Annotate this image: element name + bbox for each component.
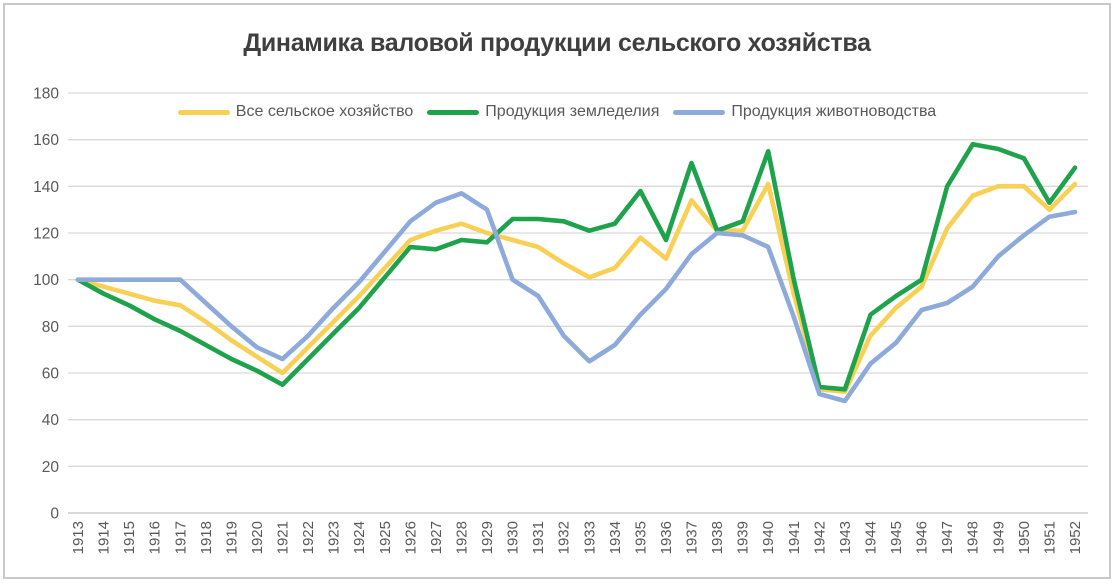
x-tick-label: 1937: [684, 521, 701, 554]
gridlines: [68, 92, 1088, 514]
x-tick-label: 1941: [786, 521, 803, 554]
x-tick-label: 1923: [326, 521, 343, 554]
chart-legend: Все сельское хозяйство Продукция земледел…: [5, 102, 1109, 122]
legend-label: Все сельское хозяйство: [235, 103, 414, 120]
x-tick-label: 1921: [275, 521, 292, 554]
x-tick-label: 1917: [172, 521, 189, 554]
legend-item-2: Продукция животноводства: [673, 103, 936, 121]
y-tick-label: 100: [33, 272, 59, 289]
x-tick-label: 1933: [581, 521, 598, 554]
x-tick-label: 1918: [198, 521, 215, 554]
x-tick-label: 1934: [607, 521, 624, 554]
line-chart: 0 20 40 60 80 100 120 140 160 180 1913 1914 1915 1916…: [33, 86, 1088, 554]
x-tick-label: 1927: [428, 521, 445, 554]
legend-label: Продукция животноводства: [731, 103, 937, 120]
x-tick-label: 1936: [658, 521, 675, 554]
x-tick-label: 1924: [351, 521, 368, 554]
legend-item-0: Все сельское хозяйство: [177, 103, 414, 121]
x-tick-label: 1944: [862, 521, 879, 554]
x-tick-label: 1929: [479, 521, 496, 554]
legend-swatch-icon: [427, 109, 480, 115]
x-tick-label: 1916: [147, 521, 164, 554]
legend-swatch-icon: [177, 109, 230, 115]
x-tick-label: 1925: [377, 521, 394, 554]
x-tick-label: 1928: [453, 521, 470, 554]
legend-label: Продукция земледелия: [485, 103, 660, 120]
chart-title: Динамика валовой продукции сельского хоз…: [243, 29, 871, 57]
x-tick-label: 1919: [223, 521, 240, 554]
y-tick-label: 0: [50, 506, 59, 523]
x-tick-label: 1945: [888, 521, 905, 554]
x-tick-label: 1932: [556, 521, 573, 554]
x-tick-label: 1951: [1041, 521, 1058, 554]
chart-container: Динамика валовой продукции сельского хоз…: [3, 3, 1111, 579]
x-tick-label: 1949: [990, 521, 1007, 554]
x-tick-label: 1939: [735, 521, 752, 554]
y-tick-label: 40: [42, 412, 60, 429]
x-tick-label: 1935: [632, 521, 649, 554]
y-tick-label: 60: [42, 366, 60, 383]
x-tick-label: 1926: [402, 521, 419, 554]
x-tick-label: 1947: [939, 521, 956, 554]
x-tick-label: 1914: [96, 521, 113, 554]
x-tick-label: 1940: [760, 521, 777, 554]
x-tick-label: 1943: [837, 521, 854, 554]
x-tick-label: 1942: [811, 521, 828, 554]
x-tick-label: 1938: [709, 521, 726, 554]
y-tick-label: 120: [33, 226, 59, 243]
y-tick-label: 160: [33, 132, 59, 149]
y-axis-labels: 0 20 40 60 80 100 120 140 160 180: [33, 86, 59, 523]
x-axis-labels: 1913 1914 1915 1916 1917 1918 1919 1920 1921 1922…: [70, 521, 1084, 554]
legend-swatch-icon: [673, 109, 726, 115]
series-line-1: [75, 142, 1078, 392]
x-tick-label: 1922: [300, 521, 317, 554]
x-tick-label: 1946: [914, 521, 931, 554]
y-tick-label: 140: [33, 179, 59, 196]
x-tick-label: 1913: [70, 521, 87, 554]
y-tick-label: 80: [42, 319, 60, 336]
series-line-0: [75, 181, 1078, 395]
x-tick-label: 1915: [121, 521, 138, 554]
y-tick-label: 20: [42, 459, 60, 476]
y-tick-label: 180: [33, 86, 59, 103]
legend-item-1: Продукция земледелия: [427, 103, 659, 121]
x-tick-label: 1931: [530, 521, 547, 554]
x-tick-label: 1930: [505, 521, 522, 554]
x-tick-label: 1948: [965, 521, 982, 554]
series-line-2: [75, 191, 1078, 404]
x-tick-label: 1950: [1016, 521, 1033, 554]
x-tick-label: 1952: [1067, 521, 1084, 554]
x-tick-label: 1920: [249, 521, 266, 554]
